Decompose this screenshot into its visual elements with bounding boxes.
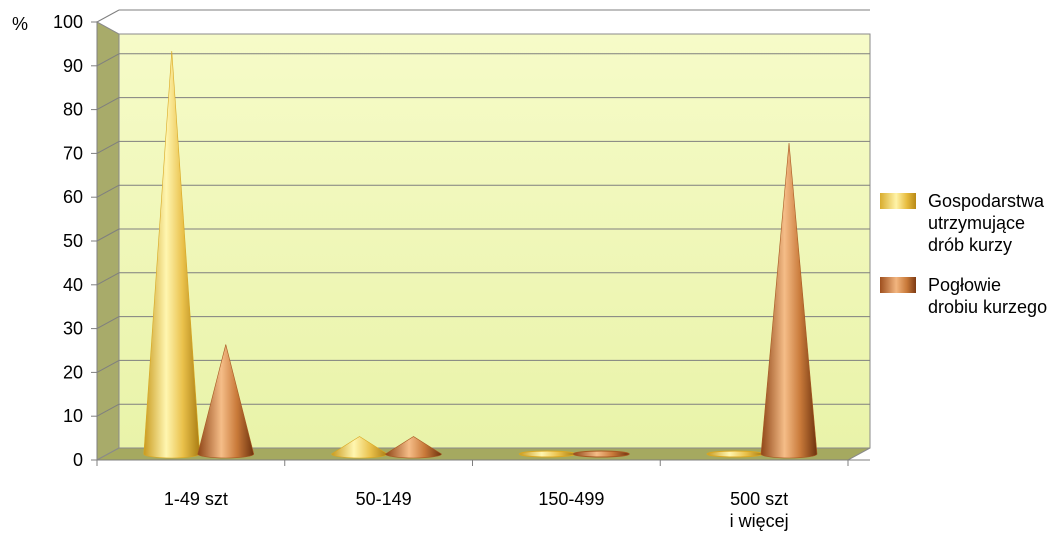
x-category-label: 150-499 [538, 489, 604, 509]
cones [143, 51, 818, 459]
y-tick-label: 20 [63, 362, 83, 382]
x-category-label: 1-49 szt [164, 489, 228, 509]
gridline-side [96, 403, 120, 417]
y-tick-label: 90 [63, 56, 83, 76]
x-category-label-line: i więcej [730, 511, 789, 531]
plot-frame [96, 21, 871, 461]
gridline-side [96, 359, 120, 373]
gridline-side [96, 9, 120, 23]
cone-base [572, 450, 630, 458]
cone-body [197, 344, 255, 459]
cone-mark [385, 436, 442, 459]
x-category-label: 50-149 [356, 489, 412, 509]
legend-swatch [880, 277, 916, 293]
y-axis-ticks: 0 10 20 30 40 50 60 70 80 90 100 [53, 12, 98, 470]
gridline-side [96, 228, 120, 242]
cone-body [385, 436, 442, 459]
gridline-side [96, 97, 120, 111]
x-category-label-line: 1-49 szt [164, 489, 228, 509]
y-tick-label: 50 [63, 231, 83, 251]
cone-mark [197, 344, 255, 459]
legend-label-line: utrzymujące [928, 213, 1026, 233]
cone-base [706, 450, 764, 458]
gridline-side [96, 140, 120, 154]
cone-body [760, 142, 818, 459]
cone-mark [572, 450, 630, 458]
gridline-side [96, 184, 120, 198]
x-category-label-line: 50-149 [356, 489, 412, 509]
legend-swatch [880, 193, 916, 209]
x-category-label-line: 500 szt [730, 489, 788, 509]
side-wall [96, 21, 120, 461]
cone-mark [760, 142, 818, 459]
x-category-label: 500 szt i więcej [730, 489, 789, 531]
y-tick-label: 0 [73, 450, 83, 470]
legend-label-line: Gospodarstwa [928, 191, 1045, 211]
x-axis: 1-49 szt 50-149 150-499 500 szt i więcej [96, 459, 870, 531]
cone-mark [706, 450, 764, 458]
legend-item: Gospodarstwa utrzymujące drób kurzy [880, 190, 1049, 256]
gridline-side [96, 53, 120, 67]
legend-item: Pogłowie drobiu kurzego [880, 274, 1049, 318]
legend-label-line: drób kurzy [928, 235, 1013, 255]
gridline-side [96, 272, 120, 286]
gridline-side [96, 316, 120, 330]
back-wall [118, 33, 871, 449]
legend-label-line: drobiu kurzego [928, 297, 1048, 317]
y-tick-label: 10 [63, 406, 83, 426]
y-tick-label: 40 [63, 275, 83, 295]
y-tick-label: 100 [53, 12, 83, 32]
y-axis-unit-label: % [12, 14, 28, 34]
x-category-label-line: 150-499 [538, 489, 604, 509]
y-tick-label: 80 [63, 100, 83, 120]
y-tick-label: 70 [63, 143, 83, 163]
gridlines [96, 9, 870, 417]
cone-mark [518, 450, 576, 458]
y-tick-label: 60 [63, 187, 83, 207]
y-tick-label: 30 [63, 319, 83, 339]
cone-base [518, 450, 576, 458]
legend-label-line: Pogłowie [928, 275, 1002, 295]
legend: Gospodarstwa utrzymujące drób kurzy Pogłowi… [880, 190, 1049, 336]
